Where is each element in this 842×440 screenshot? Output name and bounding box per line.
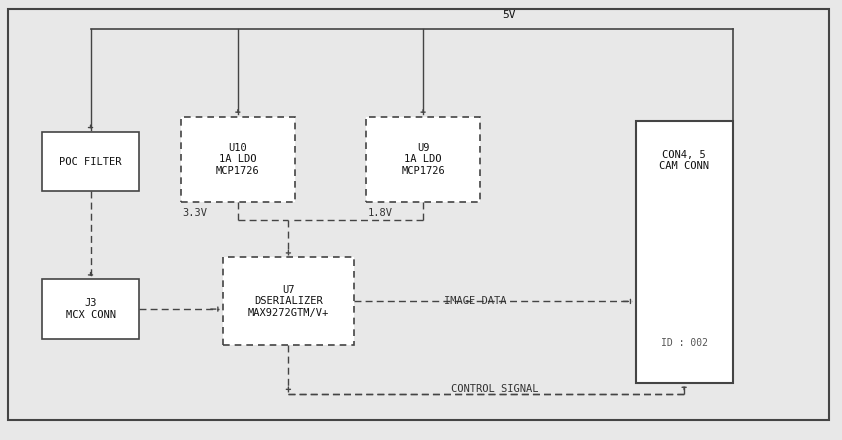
Text: U9
1A LDO
MCP1726: U9 1A LDO MCP1726 [402,143,445,176]
Text: U10
1A LDO
MCP1726: U10 1A LDO MCP1726 [216,143,259,176]
Text: J3
MCX CONN: J3 MCX CONN [66,298,115,320]
Text: CONTROL SIGNAL: CONTROL SIGNAL [450,385,538,394]
Text: ID : 002: ID : 002 [661,338,707,348]
Text: 3.3V: 3.3V [182,209,207,218]
Text: IMAGE DATA: IMAGE DATA [444,296,506,305]
Text: POC FILTER: POC FILTER [59,157,122,167]
Text: 1.8V: 1.8V [368,209,393,218]
Text: U7
DSERIALIZER
MAX9272GTM/V+: U7 DSERIALIZER MAX9272GTM/V+ [248,285,329,318]
Bar [42,279,139,339]
Bar [223,257,354,345]
Text: CON4, 5
CAM CONN: CON4, 5 CAM CONN [659,150,709,172]
Bar [636,121,733,383]
Bar [181,117,295,202]
Bar [366,117,480,202]
Bar [42,132,139,191]
Text: 5V: 5V [503,10,516,20]
